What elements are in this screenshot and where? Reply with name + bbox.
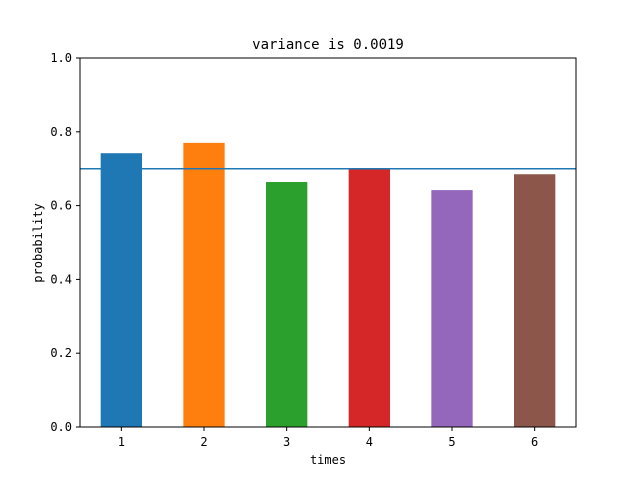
x-axis-ticks: 1 2 3 4 5 6 (118, 427, 538, 449)
bar-3 (266, 181, 308, 427)
y-tick-label: 0.0 (50, 420, 72, 434)
x-axis-label: times (310, 453, 346, 467)
y-tick-label: 0.6 (50, 199, 72, 213)
bar-4 (348, 168, 390, 427)
bar-series (100, 142, 556, 427)
y-tick-label: 1.0 (50, 51, 72, 65)
y-tick-label: 0.8 (50, 125, 72, 139)
x-tick-label: 4 (366, 435, 373, 449)
y-tick-label: 0.4 (50, 272, 72, 286)
bar-1 (100, 153, 142, 427)
bar-6 (514, 174, 556, 427)
bar-5 (431, 190, 473, 427)
bar-2 (183, 142, 225, 427)
y-axis-ticks: 0.0 0.2 0.4 0.6 0.8 1.0 (50, 51, 80, 434)
x-tick-label: 6 (531, 435, 538, 449)
plot-frame (79, 57, 577, 428)
x-tick-label: 1 (118, 435, 125, 449)
y-axis-label: probability (31, 203, 45, 282)
y-tick-label: 0.2 (50, 346, 72, 360)
x-tick-label: 2 (200, 435, 207, 449)
chart-title: variance is 0.0019 (252, 37, 404, 53)
x-tick-label: 3 (283, 435, 290, 449)
x-tick-label: 5 (448, 435, 455, 449)
